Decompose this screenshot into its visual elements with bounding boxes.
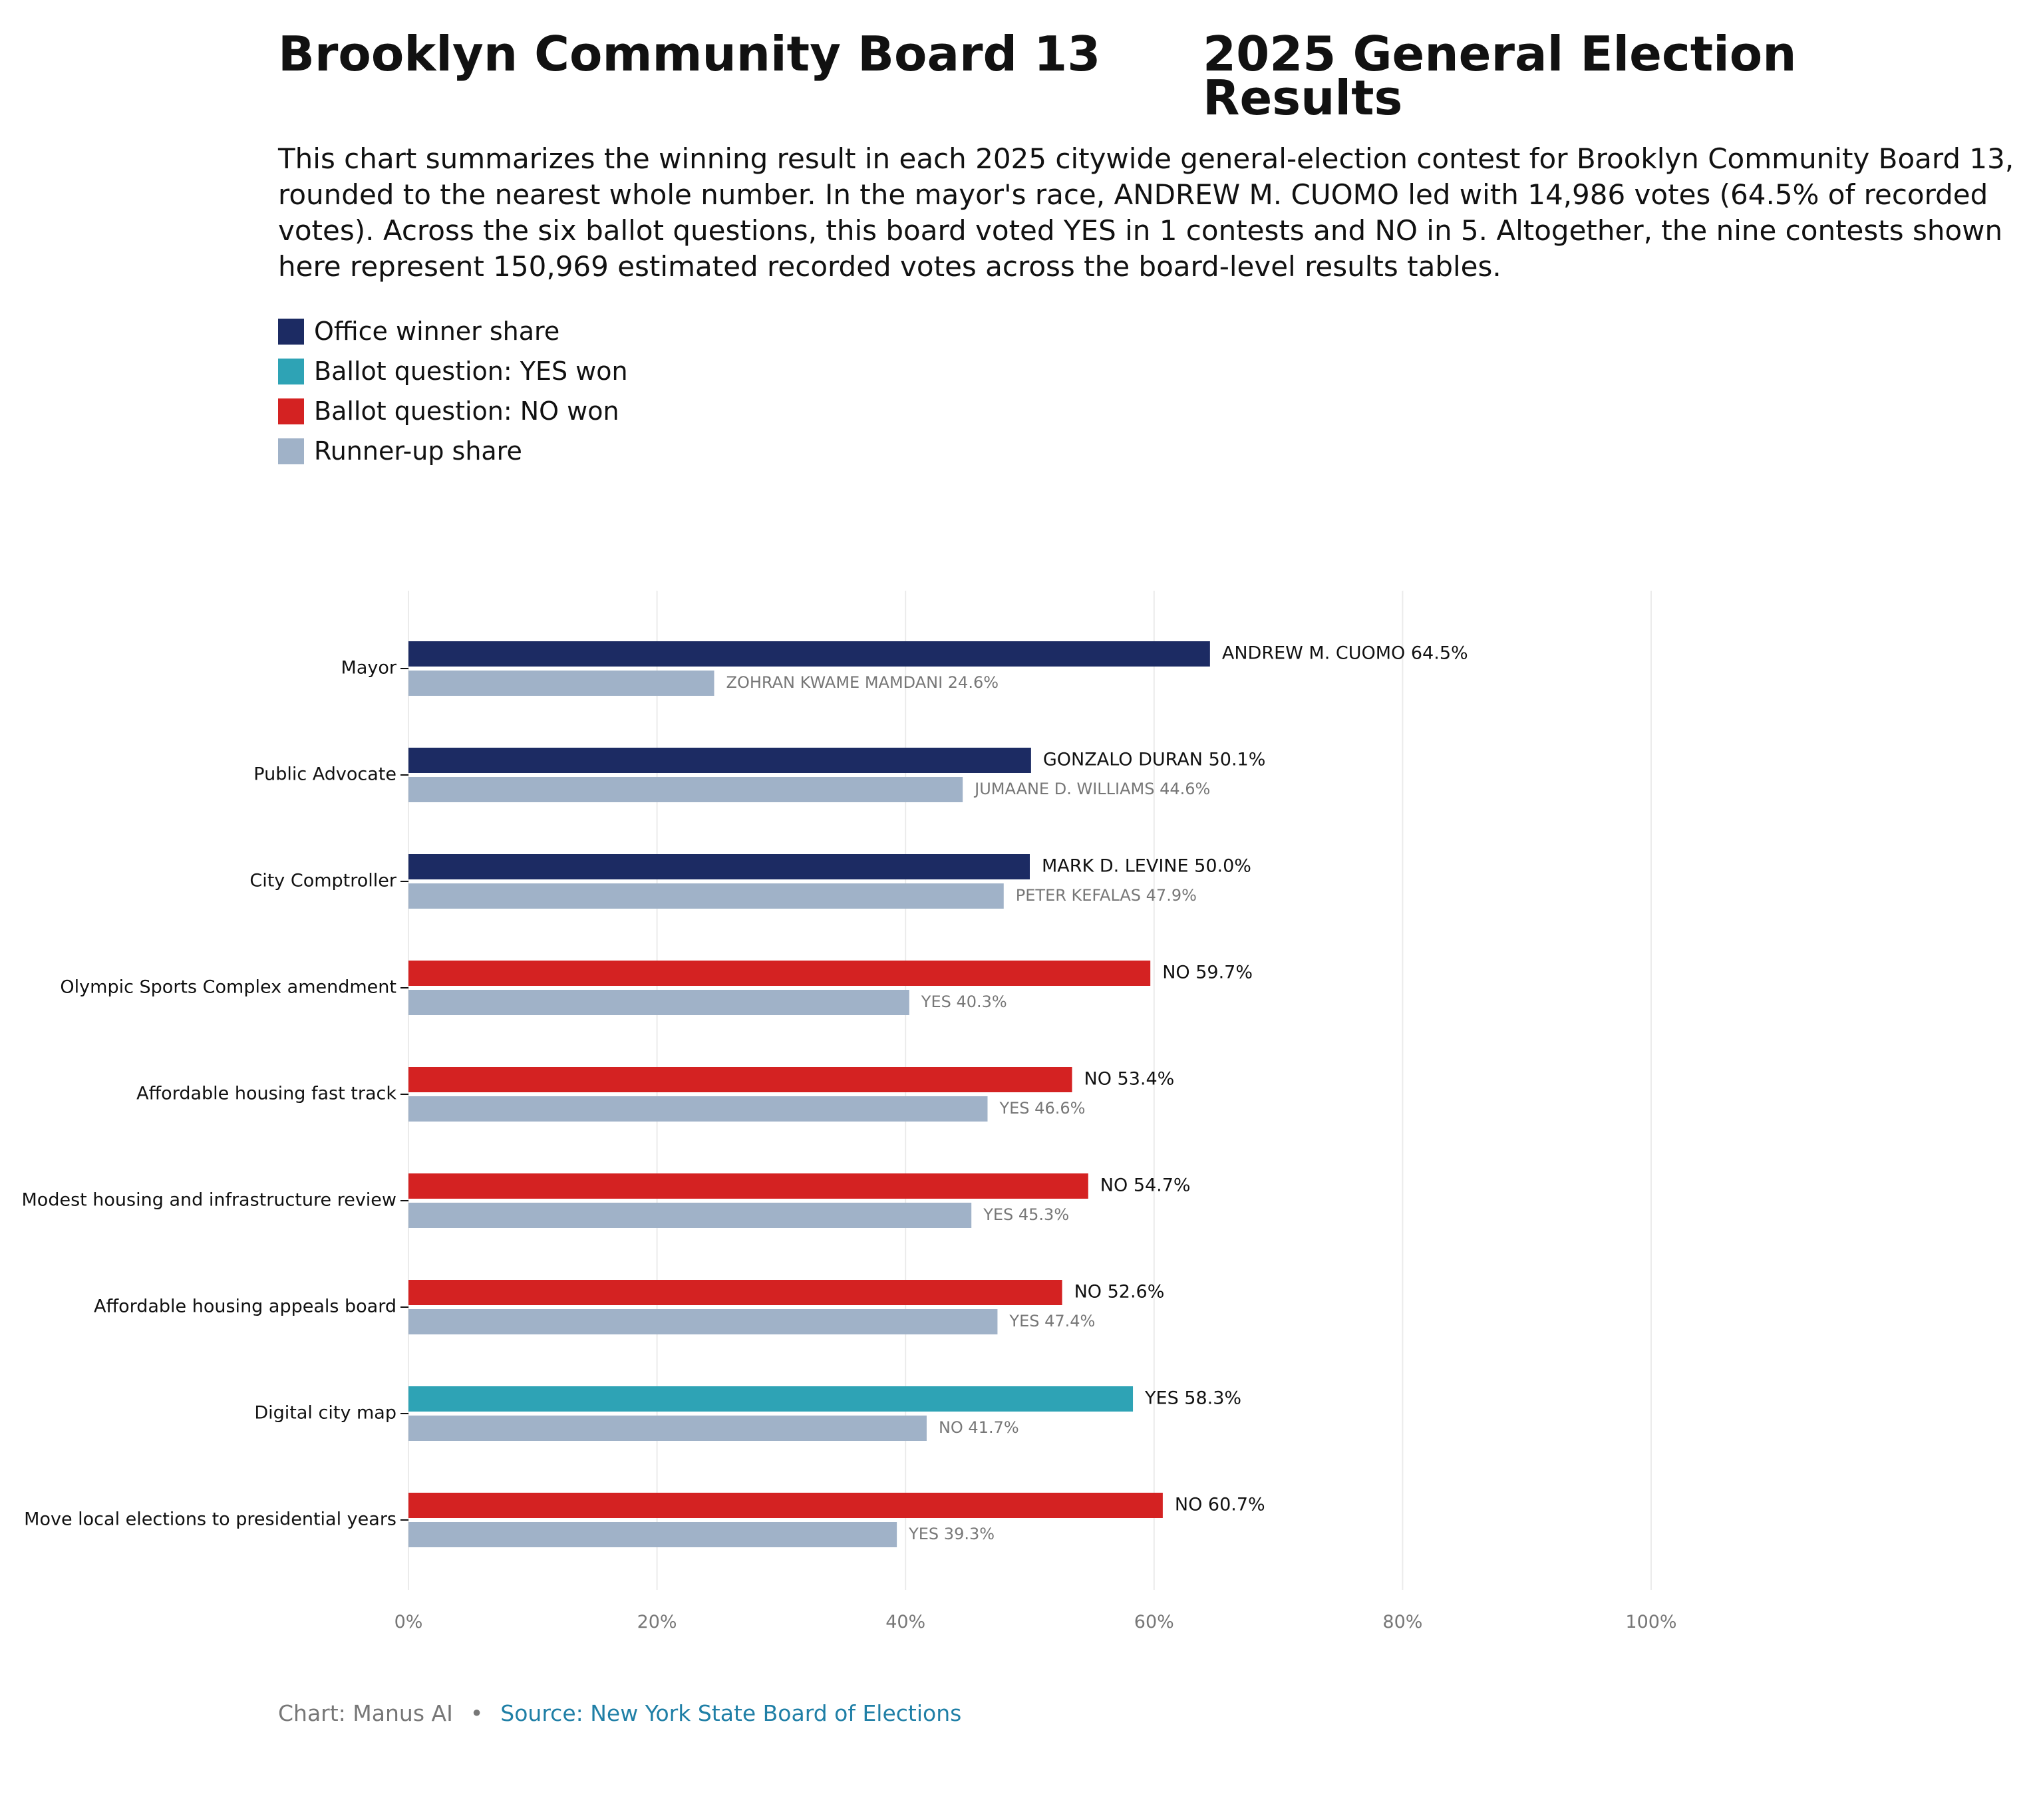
winner-bar — [408, 961, 1151, 986]
runner-up-bar — [408, 1309, 998, 1334]
runner-up-bar — [408, 1096, 988, 1122]
category-label: City Comptroller — [249, 871, 397, 891]
winner-bar — [408, 1386, 1134, 1412]
legend-label: Office winner share — [314, 317, 560, 346]
chart-description: This chart summarizes the winning result… — [278, 142, 2014, 283]
runner-up-data-label: YES 40.3% — [921, 992, 1007, 1011]
winner-bar — [408, 1067, 1072, 1092]
x-tick-label: 60% — [1134, 1612, 1174, 1632]
runner-up-data-label: PETER KEFALAS 47.9% — [1016, 886, 1197, 905]
legend-swatch-yes-won — [278, 358, 304, 384]
footer-separator: • — [470, 1700, 484, 1726]
x-tick-label: 80% — [1382, 1612, 1422, 1632]
winner-data-label: NO 53.4% — [1084, 1069, 1175, 1090]
category-label: Move local elections to presidential yea… — [24, 1509, 396, 1530]
winner-data-label: NO 52.6% — [1074, 1282, 1165, 1302]
legend-swatch-no-won — [278, 398, 304, 424]
runner-up-data-label: JUMAANE D. WILLIAMS 44.6% — [973, 780, 1210, 798]
legend-item-yes-won: Ballot question: YES won — [278, 351, 628, 391]
runner-up-data-label: ZOHRAN KWAME MAMDANI 24.6% — [726, 673, 999, 692]
winner-data-label: NO 60.7% — [1175, 1495, 1265, 1515]
category-label: Olympic Sports Complex amendment — [60, 977, 396, 998]
winner-bar — [408, 854, 1030, 879]
runner-up-data-label: YES 46.6% — [999, 1099, 1085, 1118]
legend-label: Ballot question: NO won — [314, 396, 619, 426]
legend-item-office-winner: Office winner share — [278, 311, 628, 351]
runner-up-bar — [408, 1203, 972, 1228]
legend-item-no-won: Ballot question: NO won — [278, 391, 628, 431]
winner-data-label: ANDREW M. CUOMO 64.5% — [1222, 643, 1468, 664]
runner-up-bar — [408, 883, 1004, 909]
x-tick-label: 20% — [637, 1612, 677, 1632]
winner-bar — [408, 1280, 1062, 1305]
winner-bar — [408, 1173, 1088, 1199]
winner-data-label: NO 54.7% — [1100, 1175, 1191, 1196]
category-label: Public Advocate — [253, 764, 396, 785]
x-tick-label: 0% — [394, 1612, 423, 1632]
x-tick-label: 40% — [885, 1612, 925, 1632]
legend-label: Ballot question: YES won — [314, 357, 628, 386]
runner-up-data-label: YES 47.4% — [1009, 1312, 1095, 1330]
runner-up-bar — [408, 1416, 927, 1441]
legend-item-runner-up: Runner-up share — [278, 431, 628, 471]
x-tick-label: 100% — [1625, 1612, 1676, 1632]
winner-bar — [408, 641, 1210, 667]
category-label: Digital city map — [254, 1403, 396, 1424]
category-label: Affordable housing fast track — [136, 1084, 396, 1104]
winner-data-label: MARK D. LEVINE 50.0% — [1042, 856, 1251, 877]
category-label: Modest housing and infrastructure review — [22, 1190, 397, 1211]
category-label: Mayor — [341, 658, 397, 679]
legend-swatch-office-winner — [278, 318, 304, 345]
winner-bar — [408, 1493, 1163, 1518]
runner-up-bar — [408, 777, 963, 802]
bar-chart: 0% 20% 40% 60% 80% 100% Mayor ANDREW M. CUOMO 6… — [22, 591, 1677, 1632]
legend-swatch-runner-up — [278, 438, 304, 464]
legend: Office winner share Ballot question: YES… — [278, 311, 628, 471]
chart-title: Brooklyn Community Board 13 — [278, 26, 1101, 82]
runner-up-data-label: NO 41.7% — [939, 1418, 1019, 1437]
winner-data-label: NO 59.7% — [1162, 963, 1253, 983]
source-link[interactable]: Source: New York State Board of Election… — [500, 1700, 962, 1726]
chart-credit: Chart: Manus AI — [278, 1700, 453, 1726]
winner-bar — [408, 748, 1031, 773]
runner-up-data-label: YES 39.3% — [908, 1525, 995, 1543]
runner-up-bar — [408, 671, 714, 696]
footer: Chart: Manus AI • Source: New York State B… — [278, 1700, 961, 1726]
category-label: Affordable housing appeals board — [94, 1296, 396, 1317]
chart-subtitle: 2025 General Election Results — [1203, 26, 1797, 126]
legend-label: Runner-up share — [314, 436, 522, 466]
winner-data-label: YES 58.3% — [1144, 1388, 1241, 1409]
winner-data-label: GONZALO DURAN 50.1% — [1043, 750, 1266, 770]
runner-up-bar — [408, 1522, 897, 1547]
runner-up-data-label: YES 45.3% — [983, 1205, 1069, 1224]
runner-up-bar — [408, 990, 909, 1015]
